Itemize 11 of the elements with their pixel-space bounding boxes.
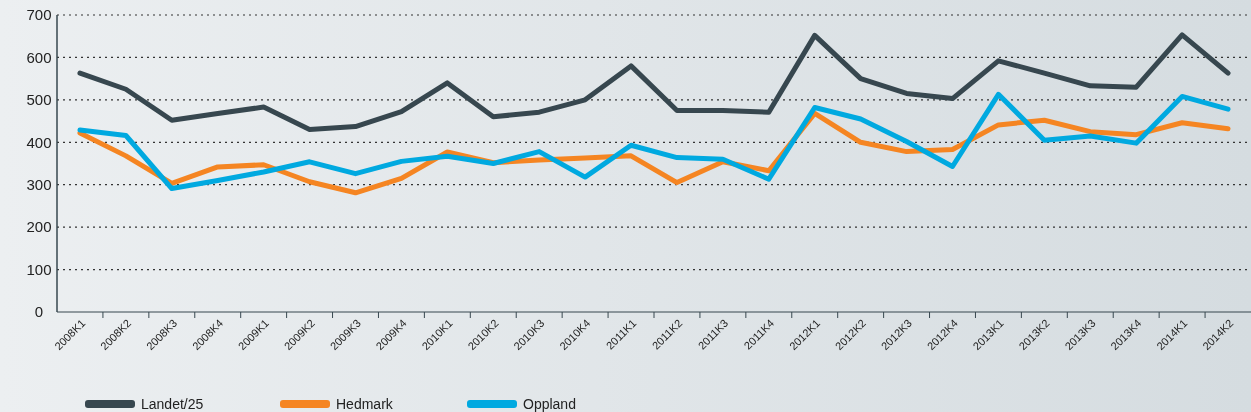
legend-label: Hedmark xyxy=(336,395,394,412)
y-tick-label: 500 xyxy=(26,91,52,109)
y-tick-label: 600 xyxy=(26,48,52,66)
y-tick-label: 400 xyxy=(26,133,52,151)
y-tick-label: 200 xyxy=(26,218,52,236)
legend-label: Landet/25 xyxy=(141,395,204,412)
y-tick-label: 700 xyxy=(26,6,52,24)
y-tick-label: 100 xyxy=(26,260,52,278)
y-tick-label: 300 xyxy=(26,175,52,193)
legend-label: Oppland xyxy=(523,395,576,412)
y-tick-label: 0 xyxy=(34,303,44,321)
